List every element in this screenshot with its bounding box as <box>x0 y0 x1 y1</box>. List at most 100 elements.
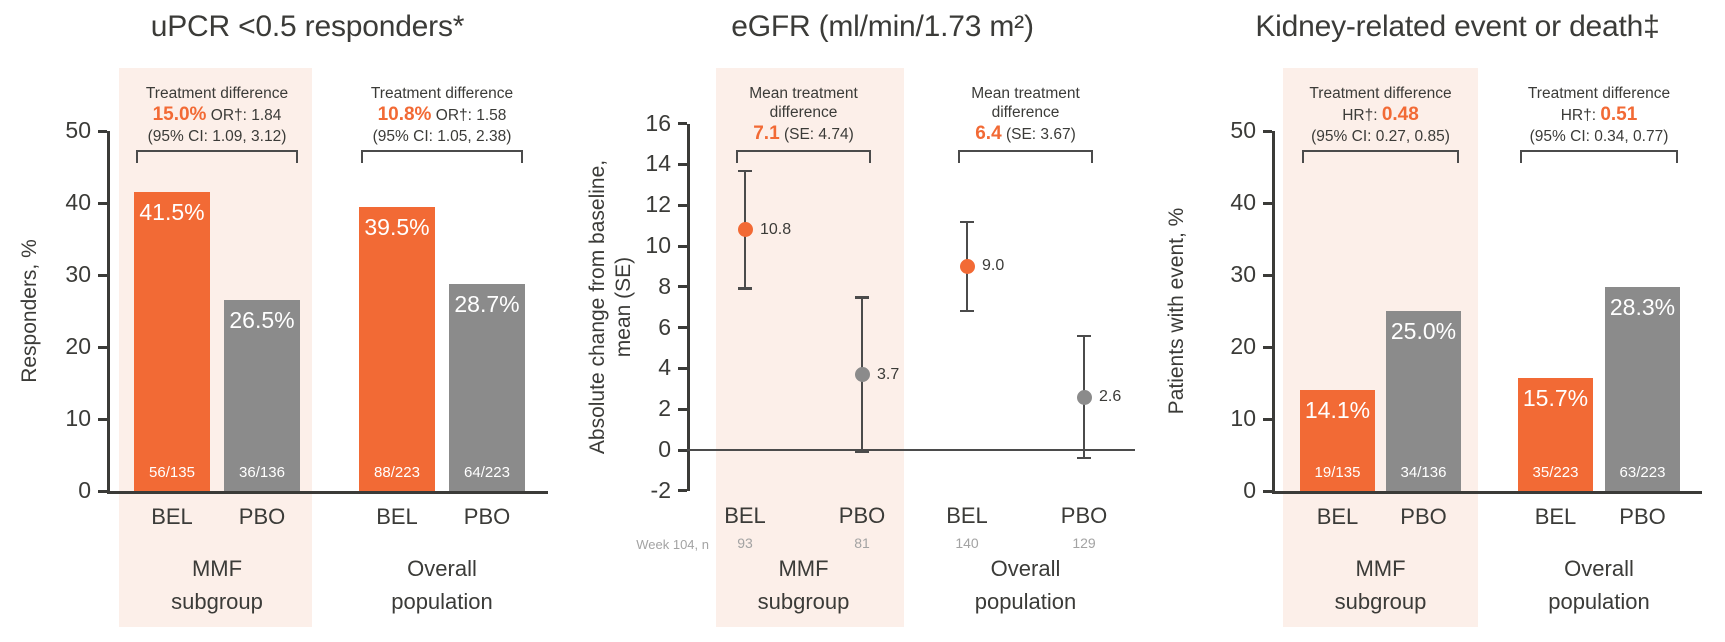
annotation-heading: Treatment difference <box>1527 85 1671 102</box>
y-axis-title-line: Patients with event, % <box>1165 207 1188 415</box>
error-bar-cap-bottom <box>1077 456 1091 460</box>
y-axis-tick <box>98 489 107 493</box>
arm-label: BEL <box>376 504 418 529</box>
annotation-heading: Treatment difference <box>145 85 289 102</box>
comparison-bracket <box>1302 150 1459 163</box>
point-value-label: 9.0 <box>982 257 1005 275</box>
panel-upcr-responders: uPCR <0.5 responders* 0 10 20 30 40 50 Respond… <box>0 0 575 642</box>
annotation-accent-value: 10.8% <box>377 104 432 125</box>
zero-reference-line <box>687 449 1135 451</box>
arm-label: PBO <box>1619 504 1666 529</box>
point-pbo <box>854 367 870 382</box>
annotation-value-line: HR†: 0.48 <box>1211 103 1551 127</box>
bar-value-label: 26.5% <box>229 307 295 334</box>
treatment-difference-annotation: Treatment difference HR†: 0.48 (95% CI: 0.… <box>1211 84 1551 146</box>
arm-label: PBO <box>1060 503 1108 528</box>
arm-label: BEL <box>1316 504 1359 529</box>
y-axis-tick <box>1263 273 1272 277</box>
bar-value-label: 15.7% <box>1522 385 1589 411</box>
y-axis-tick-label: 40 <box>65 189 91 215</box>
group-label: MMF <box>191 556 243 581</box>
y-axis-tick-label: 40 <box>1230 189 1256 215</box>
annotation-value-line: 7.1 (SE: 4.74) <box>634 122 974 146</box>
y-axis-tick-label: 10 <box>1230 405 1256 431</box>
bar-n-label: 34/136 <box>1400 464 1447 481</box>
bar-value-label: 28.7% <box>454 291 520 318</box>
group-label: population <box>1548 589 1650 614</box>
y-axis-tick <box>678 122 687 126</box>
bar-value-label: 41.5% <box>139 199 205 226</box>
annotation-stat-text: (SE: 3.67) <box>1001 126 1076 143</box>
y-axis-title: Absolute change from baseline, mean (SE) <box>585 117 637 497</box>
y-axis-title: Responders, % <box>17 121 43 501</box>
group-label: Overall <box>1564 556 1634 581</box>
annotation-stat-text: OR†: 1.84 <box>206 107 282 124</box>
week104-n-value: 81 <box>854 535 870 551</box>
bar-n-label: 36/136 <box>239 464 285 481</box>
group-label: subgroup <box>757 589 850 614</box>
y-axis-tick <box>678 326 687 330</box>
annotation-heading: Mean treatment <box>971 85 1080 102</box>
y-axis-tick-label: 10 <box>645 232 671 258</box>
bar-pbo <box>224 300 300 491</box>
y-axis-title: Patients with event, % <box>1164 121 1190 501</box>
y-axis-tick <box>678 366 687 370</box>
bar-n-label: 64/223 <box>464 464 510 481</box>
error-bar-cap-top <box>1077 334 1091 338</box>
week104-row-label: Week 104, n <box>636 537 709 552</box>
arm-label: PBO <box>1400 504 1447 529</box>
y-axis-tick-label: 8 <box>658 272 671 299</box>
annotation-heading: difference <box>991 104 1060 121</box>
annotation-stat-text: HR†: <box>1342 107 1382 124</box>
y-axis-tick <box>678 407 687 411</box>
y-axis-line <box>687 123 690 491</box>
bar-n-label: 88/223 <box>374 464 420 481</box>
bar-n-label: 19/135 <box>1314 464 1361 481</box>
error-bar-cap-top <box>960 220 974 223</box>
y-axis-tick-label: 20 <box>1230 333 1256 359</box>
y-axis-tick <box>98 129 107 133</box>
annotation-stat-text: OR†: 1.58 <box>431 107 507 124</box>
bar-bel <box>1518 378 1593 491</box>
y-axis-tick-label: 0 <box>658 436 671 462</box>
annotation-accent-value: 7.1 <box>753 123 780 144</box>
y-axis-tick-label: 6 <box>658 313 671 340</box>
bar-n-label: 56/135 <box>149 464 195 481</box>
arm-label: PBO <box>238 504 286 529</box>
annotation-accent-value: 0.51 <box>1600 104 1638 125</box>
annotation-accent-value: 15.0% <box>152 104 207 125</box>
panel-title: eGFR (ml/min/1.73 m²) <box>731 10 1034 43</box>
y-axis-tick <box>678 285 687 289</box>
panel-title: uPCR <0.5 responders* <box>150 10 465 43</box>
bar-pbo <box>449 284 525 491</box>
y-axis-tick <box>1263 489 1272 493</box>
y-axis-tick <box>1263 201 1272 205</box>
group-label: subgroup <box>171 589 263 614</box>
point-bel <box>959 258 975 274</box>
panel-egfr-change: eGFR (ml/min/1.73 m²) 16 14 12 10 8 6 4 2 0 -2 Abs… <box>575 0 1150 642</box>
bar-value-label: 28.3% <box>1609 294 1676 321</box>
y-axis-tick-label: 0 <box>1243 477 1256 503</box>
comparison-bracket <box>1520 150 1678 163</box>
comparison-bracket <box>136 150 298 163</box>
y-axis-line <box>107 131 110 491</box>
y-axis-tick <box>98 345 107 349</box>
bar-bel <box>359 206 435 491</box>
y-axis-tick <box>98 417 107 421</box>
treatment-difference-annotation: Mean treatment difference 7.1 (SE: 4.74) <box>634 84 974 146</box>
y-axis-tick-label: 2 <box>658 395 671 422</box>
group-label: MMF <box>1355 556 1406 581</box>
group-label: population <box>974 589 1077 614</box>
y-axis-title-line: Responders, % <box>18 239 41 383</box>
arm-label: PBO <box>838 503 886 528</box>
annotation-accent-value: 6.4 <box>975 123 1002 144</box>
group-label: Overall <box>990 556 1061 581</box>
y-axis-tick-label: 0 <box>78 477 91 503</box>
y-axis-tick <box>678 448 687 452</box>
x-axis-line <box>107 491 548 494</box>
y-axis-tick <box>678 489 687 493</box>
arm-label: BEL <box>724 503 766 528</box>
group-label: Overall <box>407 556 477 581</box>
comparison-bracket <box>736 150 871 163</box>
bar-n-label: 63/223 <box>1619 464 1666 481</box>
